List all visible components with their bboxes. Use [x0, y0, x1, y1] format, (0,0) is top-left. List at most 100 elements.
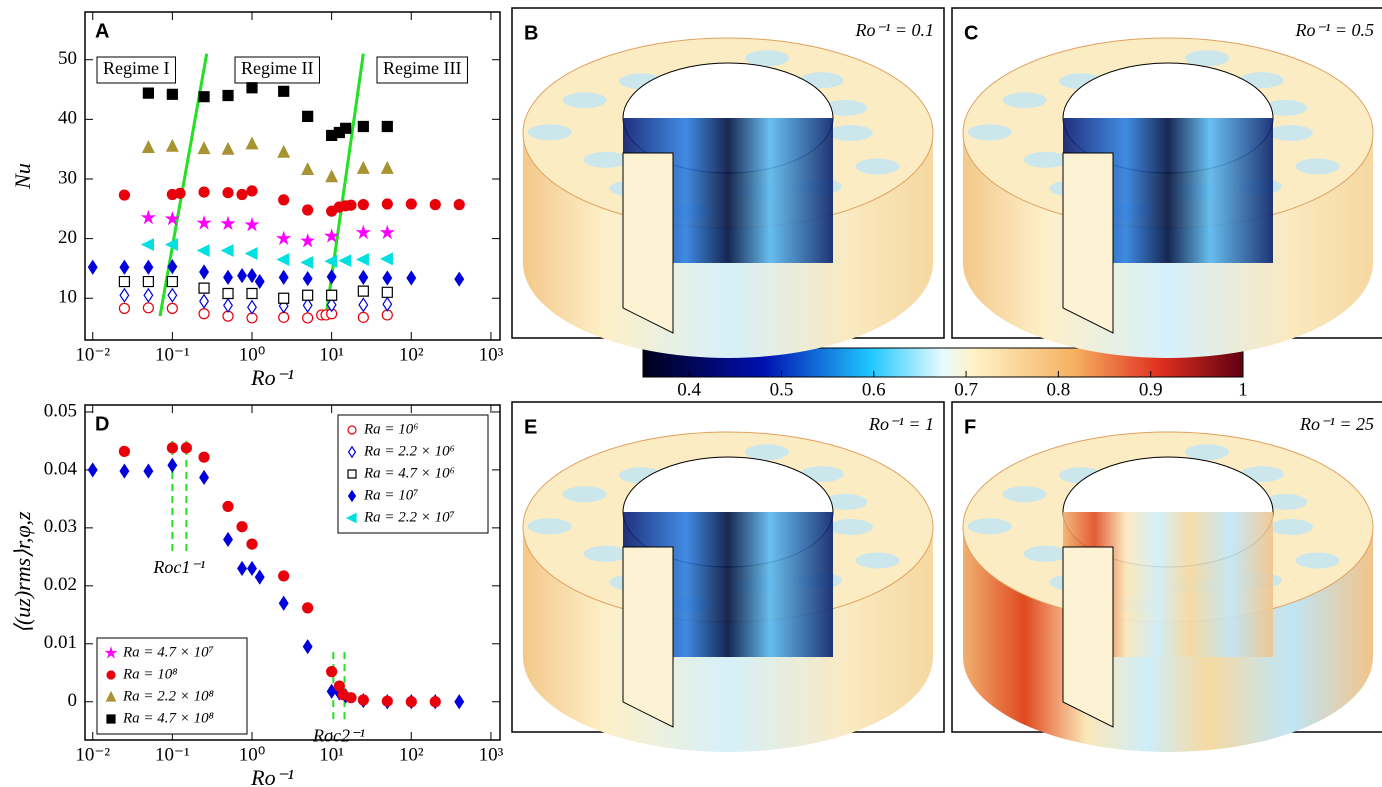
marker — [278, 292, 290, 304]
marker — [326, 289, 338, 301]
panel-letter: C — [964, 22, 978, 44]
marker — [247, 299, 257, 315]
colorbar-tick-label: 0.8 — [1047, 379, 1071, 400]
marker — [278, 311, 290, 323]
colorbar-tick-label: 0.5 — [770, 379, 794, 400]
marker — [382, 296, 393, 312]
x-tick-label: 10⁻² — [75, 344, 110, 365]
marker — [345, 692, 357, 704]
flow-panel: B Ro⁻¹ = 0.1 — [511, 7, 945, 358]
marker — [167, 287, 178, 303]
marker — [379, 252, 393, 266]
marker — [247, 560, 257, 577]
marker — [198, 308, 210, 320]
marker — [357, 120, 369, 133]
regime-box — [234, 56, 320, 84]
x-tick-label: 10⁰ — [239, 344, 266, 365]
regime-label: Regime III — [383, 58, 461, 78]
marker — [223, 297, 233, 314]
marker — [236, 188, 248, 201]
x-tick-label: 10¹ — [319, 744, 344, 765]
panel-letter: F — [964, 416, 976, 438]
marker — [277, 144, 291, 158]
marker — [357, 694, 369, 706]
marker — [222, 500, 234, 513]
colorbar-tick-label: 0.9 — [1139, 379, 1163, 400]
marker — [142, 87, 154, 99]
marker — [380, 160, 394, 174]
marker — [381, 695, 393, 707]
marker — [454, 271, 465, 287]
flow-plume — [823, 99, 868, 116]
marker — [357, 285, 369, 297]
marker — [246, 538, 258, 550]
y-axis-label: Nu — [10, 163, 35, 190]
marker — [357, 199, 369, 211]
marker — [198, 282, 210, 294]
marker — [167, 457, 178, 473]
cut-face — [1062, 546, 1114, 728]
marker — [118, 275, 131, 288]
flow-plume — [829, 519, 873, 535]
legend-marker — [347, 469, 357, 479]
legend-marker — [347, 445, 357, 459]
flow-plume — [1185, 444, 1230, 461]
panel-letter: B — [524, 22, 538, 44]
marker — [381, 120, 393, 133]
legend-label: Ra = 4.7 × 10⁸ — [122, 710, 214, 726]
marker — [278, 570, 290, 582]
marker — [326, 269, 337, 285]
panel-annotation: Ro⁻¹ = 1 — [868, 414, 934, 434]
y-tick-label: 0.04 — [44, 458, 78, 479]
marker — [454, 694, 465, 710]
x-axis-label: Ro⁻¹ — [250, 365, 294, 390]
marker — [302, 312, 314, 324]
flow-plume — [1269, 125, 1313, 141]
marker — [381, 198, 393, 210]
y-tick-label: 30 — [58, 167, 77, 188]
critical-label: Roc2⁻¹ — [312, 725, 365, 745]
legend-box — [337, 414, 489, 534]
marker — [325, 169, 339, 183]
marker — [278, 85, 290, 97]
legend-marker — [106, 670, 116, 680]
flow-plume — [1023, 545, 1068, 562]
marker — [246, 82, 258, 94]
marker — [381, 286, 393, 298]
flow-panel: F Ro⁻¹ = 25 — [951, 401, 1382, 752]
marker — [355, 253, 369, 266]
legend-marker — [347, 425, 357, 435]
marker — [326, 297, 337, 313]
marker — [197, 141, 211, 155]
y-tick-label: 0.01 — [44, 632, 77, 653]
marker — [141, 140, 155, 153]
marker — [198, 91, 210, 103]
legend-marker — [104, 646, 118, 659]
x-tick-label: 10² — [399, 344, 424, 365]
cut-face — [1062, 152, 1114, 334]
x-tick-label: 10³ — [479, 744, 504, 765]
marker — [326, 683, 337, 699]
marker — [118, 189, 131, 201]
panel-annotation: Ro⁻¹ = 0.5 — [1294, 20, 1374, 40]
marker — [300, 256, 314, 269]
flow-plume — [967, 124, 1012, 141]
flow-plume — [855, 552, 900, 569]
flow-plume — [1002, 92, 1047, 109]
marker — [196, 244, 210, 258]
y-tick-label: 0 — [68, 690, 78, 711]
marker — [222, 287, 234, 300]
marker — [119, 259, 130, 275]
flow-plume — [1002, 486, 1047, 503]
marker — [87, 259, 98, 275]
marker — [244, 216, 260, 232]
marker — [143, 259, 154, 275]
colorbar-tick-label: 1 — [1238, 379, 1248, 400]
y-tick-label: 40 — [58, 108, 77, 129]
marker — [166, 442, 178, 454]
legend-label: Ra = 10⁷ — [363, 487, 419, 503]
x-tick-label: 10³ — [479, 344, 504, 365]
marker — [141, 238, 154, 252]
colorbar-tick-label: 0.6 — [862, 379, 886, 400]
marker — [302, 289, 314, 301]
